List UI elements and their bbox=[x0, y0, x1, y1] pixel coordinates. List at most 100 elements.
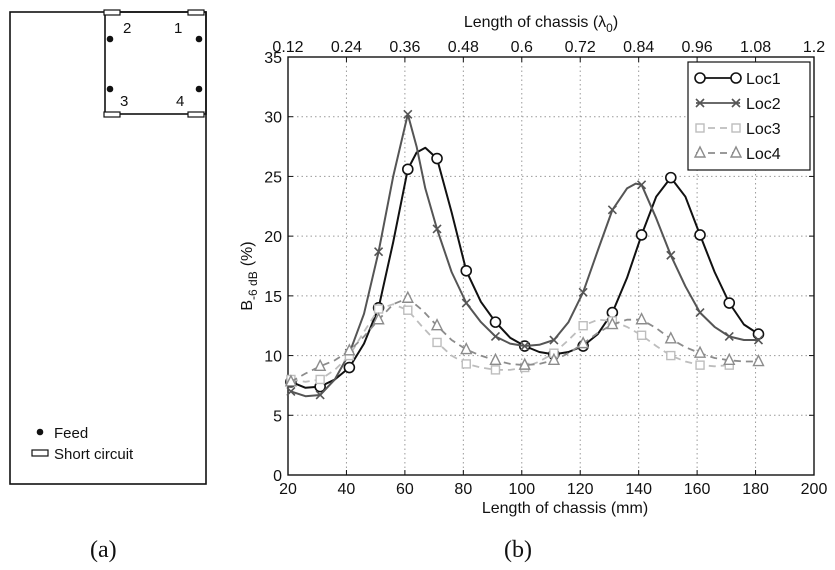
x-axis-label: Length of chassis (mm) bbox=[482, 500, 648, 517]
marker-x-b bbox=[520, 341, 530, 351]
y-tick-label: 10 bbox=[264, 349, 282, 366]
marker-square bbox=[578, 321, 588, 331]
legend-entry-loc2: Loc2 bbox=[695, 96, 781, 113]
y-tick-label: 15 bbox=[264, 289, 282, 306]
y-tick-label: 30 bbox=[264, 110, 282, 127]
marker-triangle bbox=[606, 316, 619, 330]
y-tick-label: 5 bbox=[273, 408, 282, 425]
marker-x-b bbox=[403, 109, 413, 119]
y-axis-label: B-6 dB (%) bbox=[239, 241, 260, 310]
antenna-box bbox=[104, 11, 207, 115]
marker-triangle bbox=[577, 336, 590, 349]
legend-entry-loc1: Loc1 bbox=[694, 71, 781, 88]
marker-square bbox=[403, 305, 413, 315]
series-line-loc1 bbox=[290, 146, 760, 389]
marker-x-b bbox=[286, 386, 296, 396]
legend-short-label: Short circuit bbox=[54, 446, 134, 463]
top-x-tick-label: 0.12 bbox=[272, 39, 303, 56]
marker-square bbox=[695, 360, 705, 370]
marker-triangle bbox=[518, 357, 531, 370]
caption-a: (a) bbox=[90, 537, 117, 563]
marker-x-b bbox=[695, 308, 705, 318]
marker-triangle bbox=[343, 343, 356, 356]
x-tick-label: 160 bbox=[684, 481, 711, 498]
x-tick-label: 200 bbox=[801, 481, 828, 498]
top-x-tick-label: 0.96 bbox=[682, 39, 713, 56]
marker-square bbox=[315, 374, 325, 385]
marker-x-b bbox=[549, 335, 559, 345]
feed-point-1 bbox=[195, 35, 203, 43]
x-tick-label: 180 bbox=[742, 481, 769, 498]
marker-x-b bbox=[461, 298, 471, 308]
marker-square bbox=[666, 350, 676, 361]
series-loc1 bbox=[285, 146, 765, 393]
legend-label: Loc2 bbox=[746, 96, 781, 113]
marker-circle bbox=[665, 171, 677, 184]
top-x-axis-label-main: Length of chassis (λ bbox=[464, 14, 606, 31]
marker-square bbox=[461, 359, 471, 369]
y-tick-label: 20 bbox=[264, 229, 282, 246]
top-x-tick-label: 0.36 bbox=[389, 39, 420, 56]
marker-x-b bbox=[490, 331, 501, 342]
marker-square bbox=[731, 123, 741, 133]
y-axis-label-sub: -6 dB bbox=[246, 271, 260, 300]
x-tick-label: 100 bbox=[508, 481, 535, 498]
top-x-axis-label-sub: 0 bbox=[606, 21, 613, 35]
port-label-4: 4 bbox=[176, 93, 184, 110]
legend-feed-label: Feed bbox=[54, 425, 88, 442]
legend-short-symbol bbox=[31, 449, 49, 457]
series-line-loc4 bbox=[290, 297, 759, 383]
marker-circle bbox=[730, 72, 742, 84]
top-x-axis-label: Length of chassis (λ0) bbox=[464, 14, 618, 35]
short-circuit-bottom-left bbox=[103, 111, 121, 118]
marker-x-b bbox=[607, 205, 617, 215]
short-circuit-top-left bbox=[103, 9, 121, 16]
top-x-tick-label: 0.48 bbox=[448, 39, 479, 56]
marker-circle bbox=[460, 264, 473, 277]
legend-label: Loc3 bbox=[746, 121, 781, 138]
port-label-2: 2 bbox=[123, 20, 131, 37]
marker-circle bbox=[635, 229, 648, 241]
x-tick-label: 40 bbox=[338, 481, 356, 498]
x-tick-label: 120 bbox=[567, 481, 594, 498]
y-axis-label-main: B bbox=[239, 300, 256, 311]
marker-circle bbox=[431, 152, 443, 165]
marker-triangle bbox=[729, 145, 743, 158]
marker-x-b bbox=[753, 335, 764, 345]
series-loc4 bbox=[284, 290, 765, 387]
marker-x-b bbox=[724, 331, 734, 342]
marker-triangle bbox=[693, 145, 707, 158]
top-x-tick-label: 0.24 bbox=[331, 39, 362, 56]
marker-square bbox=[490, 365, 501, 375]
chassis-diagram: 1 2 3 4 Feed Short circuit bbox=[9, 9, 207, 485]
marker-x-b bbox=[695, 98, 705, 108]
y-tick-label: 0 bbox=[273, 468, 282, 485]
top-x-tick-label: 0.84 bbox=[623, 39, 654, 56]
chart-legend: Loc1 Loc2 Loc3 Loc4 bbox=[687, 61, 811, 171]
marker-circle bbox=[694, 72, 706, 84]
marker-triangle bbox=[693, 345, 707, 358]
top-x-tick-label: 0.6 bbox=[511, 39, 533, 56]
y-tick-label: 25 bbox=[264, 169, 282, 186]
marker-square bbox=[636, 330, 647, 340]
marker-triangle bbox=[372, 312, 385, 325]
marker-circle bbox=[694, 229, 706, 241]
marker-triangle bbox=[460, 342, 473, 355]
y-axis-label-unit: (%) bbox=[239, 241, 256, 266]
series-layer bbox=[284, 109, 765, 400]
short-circuit-top-right bbox=[187, 9, 205, 16]
chassis-outline bbox=[9, 11, 207, 485]
marker-triangle bbox=[752, 353, 765, 367]
marker-x-b bbox=[637, 180, 647, 190]
legend-label: Loc4 bbox=[746, 146, 781, 163]
top-x-tick-label: 1.2 bbox=[803, 39, 825, 56]
legend-box bbox=[687, 61, 811, 171]
marker-circle bbox=[723, 297, 736, 309]
port-label-3: 3 bbox=[120, 93, 128, 110]
marker-circle bbox=[606, 306, 619, 319]
plot-frame bbox=[287, 56, 815, 476]
marker-x-b bbox=[666, 250, 676, 260]
marker-triangle bbox=[635, 312, 648, 325]
series-line-loc3 bbox=[290, 303, 730, 383]
